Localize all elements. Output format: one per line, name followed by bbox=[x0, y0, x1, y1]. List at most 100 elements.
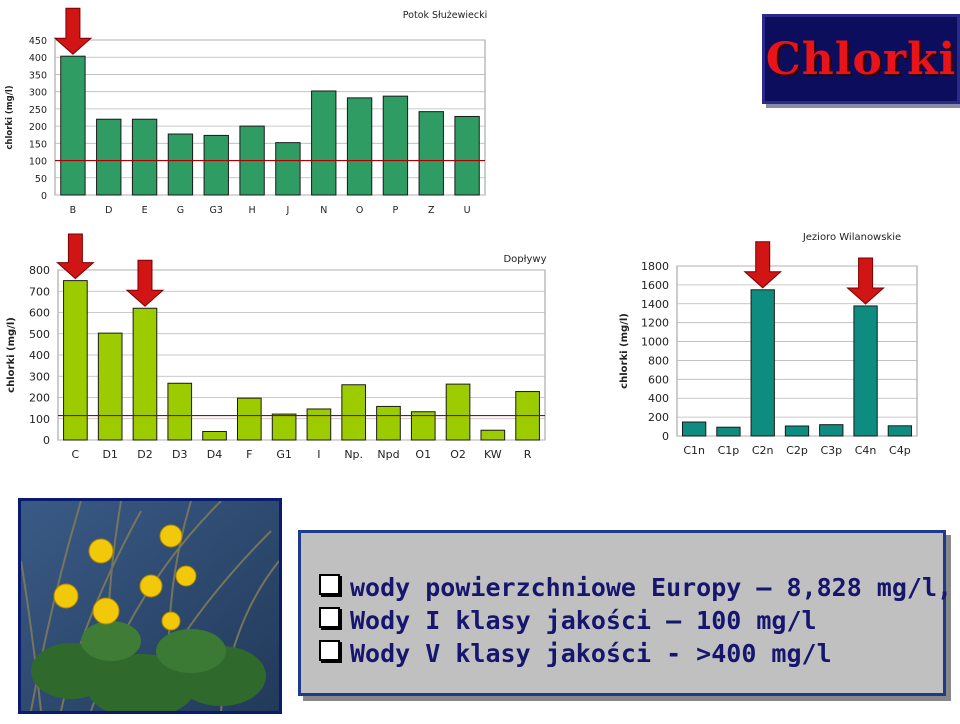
chart-svg: 0 200 400 600 800 1000 1200 1400 1600 1800 chlorki… bbox=[619, 232, 918, 457]
y-tick-label: 400 bbox=[29, 53, 47, 64]
bar bbox=[716, 426, 741, 437]
info-line-3: Wody V klasy jakości - >400 mg/l bbox=[319, 639, 832, 668]
x-tick-label: B bbox=[70, 205, 77, 216]
plot-area bbox=[676, 265, 918, 437]
y-tick-label: 0 bbox=[41, 191, 47, 202]
x-tick-label: C2p bbox=[786, 444, 808, 457]
y-tick-label: 800 bbox=[648, 354, 669, 367]
y-tick-label: 300 bbox=[29, 370, 50, 383]
y-tick-label: 700 bbox=[29, 285, 50, 298]
y-tick-label: 100 bbox=[29, 413, 50, 426]
bar bbox=[167, 133, 194, 196]
bar bbox=[275, 142, 301, 196]
y-tick-label: 200 bbox=[29, 392, 50, 405]
x-tick-label: D1 bbox=[102, 448, 117, 461]
x-tick-label: C bbox=[72, 448, 80, 461]
info-line-1: wody powierzchniowe Europy – 8,828 mg/l, bbox=[319, 573, 952, 602]
chart-title: Dopływy bbox=[503, 254, 546, 265]
bar bbox=[887, 425, 913, 437]
x-tick-label: C1p bbox=[718, 444, 740, 457]
down-arrow-icon bbox=[53, 7, 93, 55]
x-tick-label: Npd bbox=[377, 448, 399, 461]
y-tick-label: 400 bbox=[29, 349, 50, 362]
y-tick-label: 450 bbox=[29, 36, 47, 47]
info-line-text: Wody I klasy jakości – 100 mg/l bbox=[350, 606, 817, 635]
down-arrow-icon bbox=[846, 257, 885, 305]
x-tick-label: C3p bbox=[820, 444, 842, 457]
x-tick-label: U bbox=[464, 205, 471, 216]
y-tick-label: 0 bbox=[43, 434, 50, 447]
bar bbox=[410, 411, 436, 441]
x-tick-label: G3 bbox=[210, 205, 223, 216]
info-line-text: Wody V klasy jakości - >400 mg/l bbox=[350, 639, 832, 668]
x-tick-label: H bbox=[249, 205, 256, 216]
y-tick-label: 300 bbox=[29, 88, 47, 99]
bar bbox=[60, 55, 86, 196]
bar bbox=[236, 397, 262, 441]
x-tick-label: Z bbox=[428, 205, 435, 216]
chart-title: Potok Służewiecki bbox=[403, 10, 487, 21]
x-tick-label: D2 bbox=[137, 448, 152, 461]
x-tick-label: D3 bbox=[172, 448, 187, 461]
x-tick-label: I bbox=[317, 448, 320, 461]
x-tick-label: O2 bbox=[450, 448, 466, 461]
bar bbox=[96, 118, 122, 196]
x-tick-label: E bbox=[142, 205, 148, 216]
y-tick-label: 1200 bbox=[641, 317, 669, 330]
x-tick-label: C4n bbox=[855, 444, 877, 457]
y-tick-label: 1400 bbox=[641, 298, 669, 311]
y-tick-label: 600 bbox=[648, 373, 669, 386]
checkbox-bullet-icon bbox=[319, 640, 340, 661]
x-tick-label: D bbox=[105, 205, 112, 216]
bar bbox=[454, 115, 480, 196]
x-tick-label: J bbox=[286, 205, 290, 216]
bar bbox=[97, 332, 123, 441]
bar bbox=[132, 307, 158, 441]
y-tick-label: 150 bbox=[29, 139, 47, 150]
info-line-2: Wody I klasy jakości – 100 mg/l bbox=[319, 606, 817, 635]
bar bbox=[131, 118, 158, 196]
x-tick-label: KW bbox=[484, 448, 502, 461]
chart-title: Jezioro Wilanowskie bbox=[802, 232, 901, 243]
y-tick-label: 500 bbox=[29, 328, 50, 341]
y-axis-label: chlorki (mg/l) bbox=[6, 317, 17, 393]
bar bbox=[853, 305, 878, 437]
y-tick-label: 0 bbox=[662, 430, 669, 443]
y-tick-label: 200 bbox=[648, 411, 669, 424]
bar bbox=[382, 95, 409, 196]
y-tick-label: 1600 bbox=[641, 279, 669, 292]
y-tick-label: 600 bbox=[29, 307, 50, 320]
chart-svg: 0 100 200 300 400 500 600 700 800 chlorki (mg/l) D… bbox=[6, 233, 547, 461]
y-axis-label: chlorki (mg/l) bbox=[619, 313, 630, 389]
bar bbox=[63, 280, 88, 441]
marsh-marigold-photo bbox=[18, 498, 282, 714]
y-tick-label: 400 bbox=[648, 392, 669, 405]
slide-title: Chlorki bbox=[765, 33, 957, 85]
bar bbox=[681, 421, 707, 437]
chart-potok-sluzewiecki: 0 50 100 150 200 250 300 350 400 450 chlorki (mg/l… bbox=[0, 0, 500, 222]
x-tick-label: O bbox=[356, 205, 363, 216]
y-tick-label: 200 bbox=[29, 122, 47, 133]
y-tick-label: 350 bbox=[29, 70, 47, 81]
photo-illustration bbox=[21, 501, 279, 711]
x-tick-label: R bbox=[524, 448, 532, 461]
down-arrow-icon bbox=[56, 233, 95, 280]
bar bbox=[311, 90, 337, 196]
slide-title-box: Chlorki bbox=[762, 14, 960, 104]
x-tick-label: D4 bbox=[207, 448, 222, 461]
y-tick-label: 1800 bbox=[641, 260, 669, 273]
bar bbox=[418, 111, 444, 196]
y-tick-label: 800 bbox=[29, 264, 50, 277]
x-tick-label: N bbox=[320, 205, 327, 216]
x-tick-label: C1n bbox=[683, 444, 705, 457]
bar bbox=[203, 134, 229, 196]
chart-svg: 0 50 100 150 200 250 300 350 400 450 chlorki (mg/l… bbox=[5, 7, 487, 216]
down-arrow-icon bbox=[125, 259, 165, 307]
bar bbox=[341, 384, 367, 441]
x-tick-label: Np. bbox=[344, 448, 363, 461]
down-arrow-icon bbox=[743, 241, 783, 289]
y-tick-label: 50 bbox=[35, 174, 47, 185]
x-tick-label: C2n bbox=[752, 444, 774, 457]
bar bbox=[167, 382, 193, 441]
plot-area bbox=[54, 39, 486, 196]
